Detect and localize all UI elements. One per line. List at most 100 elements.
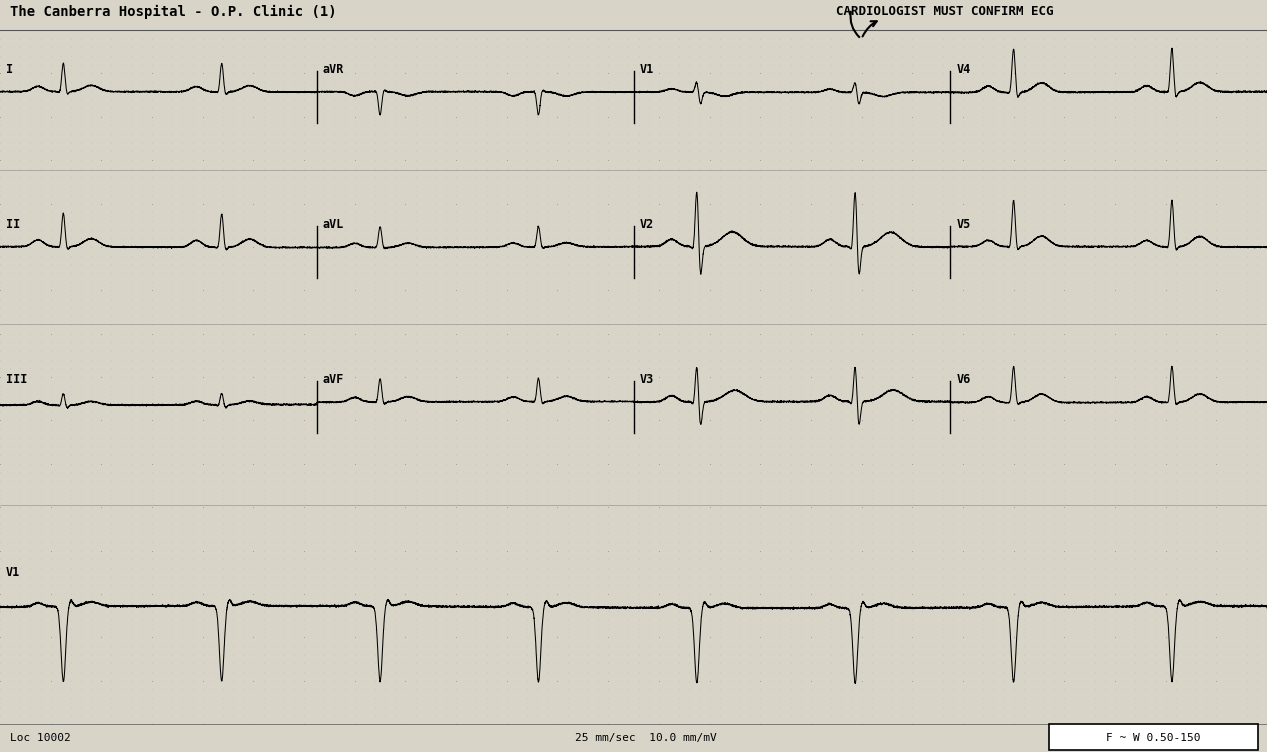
Point <box>132 623 152 635</box>
Point <box>1257 501 1267 513</box>
Point <box>61 640 81 652</box>
Point <box>446 215 466 227</box>
Point <box>1105 206 1125 218</box>
Point <box>41 353 61 365</box>
Point <box>578 718 598 730</box>
Point <box>1115 692 1135 704</box>
Point <box>922 76 943 88</box>
Point <box>152 648 172 660</box>
Point <box>527 154 547 166</box>
Point <box>1003 648 1024 660</box>
Point <box>365 59 385 71</box>
Point <box>284 76 304 88</box>
Point <box>507 24 527 36</box>
Point <box>375 336 395 348</box>
Point <box>628 536 649 548</box>
Point <box>1003 93 1024 105</box>
Point <box>639 137 659 149</box>
Point <box>659 631 679 643</box>
Point <box>81 267 101 279</box>
Point <box>547 362 568 374</box>
Point <box>710 267 730 279</box>
Point <box>476 241 497 253</box>
Point <box>10 50 30 62</box>
Point <box>436 353 456 365</box>
Point <box>902 666 922 678</box>
Point <box>1003 458 1024 470</box>
Point <box>1085 353 1105 365</box>
Point <box>193 423 213 435</box>
Point <box>933 50 953 62</box>
Point <box>253 614 274 626</box>
Point <box>1176 24 1196 36</box>
Point <box>862 493 882 505</box>
Point <box>345 484 365 496</box>
Point <box>0 675 10 687</box>
Point <box>659 206 679 218</box>
Point <box>466 640 487 652</box>
Point <box>1196 466 1216 478</box>
Point <box>922 709 943 721</box>
Point <box>193 458 213 470</box>
Point <box>1216 68 1237 80</box>
Point <box>912 59 933 71</box>
Point <box>791 302 811 314</box>
Point <box>1095 397 1115 409</box>
Point <box>618 154 639 166</box>
Point <box>375 423 395 435</box>
Point <box>1186 171 1206 183</box>
Point <box>862 128 882 140</box>
Point <box>193 284 213 296</box>
Point <box>740 76 760 88</box>
Point <box>953 571 973 583</box>
Point <box>862 432 882 444</box>
Point <box>223 709 243 721</box>
Point <box>1054 267 1074 279</box>
Point <box>41 684 61 696</box>
Point <box>71 24 91 36</box>
Point <box>628 59 649 71</box>
Point <box>710 388 730 400</box>
Point <box>720 484 740 496</box>
Point <box>365 684 385 696</box>
Point <box>983 666 1003 678</box>
Point <box>801 675 821 687</box>
Point <box>71 241 91 253</box>
Point <box>1074 345 1095 357</box>
Point <box>1156 631 1176 643</box>
Point <box>902 423 922 435</box>
Point <box>618 588 639 600</box>
Point <box>10 206 30 218</box>
Point <box>557 527 578 539</box>
Point <box>780 571 801 583</box>
Point <box>284 102 304 114</box>
Point <box>1166 302 1186 314</box>
Point <box>304 414 324 426</box>
Point <box>20 623 41 635</box>
Point <box>912 666 933 678</box>
Point <box>253 484 274 496</box>
Point <box>760 162 780 174</box>
Point <box>953 397 973 409</box>
Point <box>963 311 983 323</box>
Point <box>476 171 497 183</box>
Point <box>1074 510 1095 522</box>
Point <box>1064 171 1085 183</box>
Point <box>223 120 243 132</box>
Point <box>649 414 669 426</box>
Point <box>993 362 1014 374</box>
Point <box>902 675 922 687</box>
Point <box>91 250 111 262</box>
Point <box>41 475 61 487</box>
Point <box>527 518 547 530</box>
Point <box>416 85 436 97</box>
Point <box>507 241 527 253</box>
Point <box>710 631 730 643</box>
Point <box>689 544 710 556</box>
Point <box>1044 579 1064 591</box>
Point <box>1105 145 1125 157</box>
Point <box>213 362 233 374</box>
Point <box>993 206 1014 218</box>
Point <box>922 623 943 635</box>
Point <box>902 501 922 513</box>
